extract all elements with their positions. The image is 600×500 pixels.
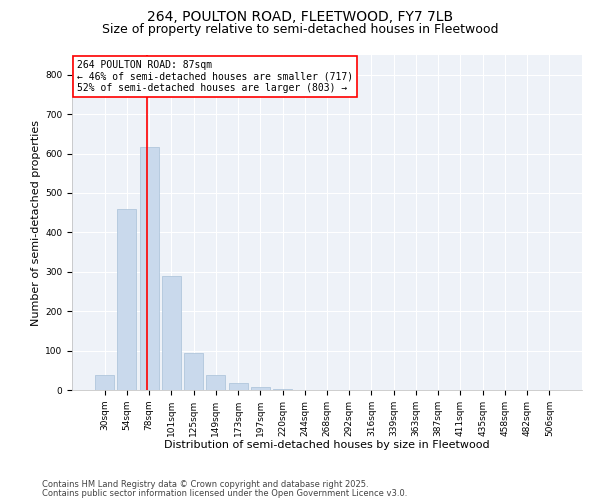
Bar xyxy=(162,276,181,390)
Text: Size of property relative to semi-detached houses in Fleetwood: Size of property relative to semi-detach… xyxy=(102,22,498,36)
Bar xyxy=(95,375,114,390)
Bar xyxy=(273,389,292,390)
Bar xyxy=(118,210,136,390)
Bar xyxy=(140,147,158,390)
Bar xyxy=(206,375,225,390)
Text: 264 POULTON ROAD: 87sqm
← 46% of semi-detached houses are smaller (717)
52% of s: 264 POULTON ROAD: 87sqm ← 46% of semi-de… xyxy=(77,60,353,93)
Text: Contains public sector information licensed under the Open Government Licence v3: Contains public sector information licen… xyxy=(42,488,407,498)
Bar xyxy=(251,387,270,390)
X-axis label: Distribution of semi-detached houses by size in Fleetwood: Distribution of semi-detached houses by … xyxy=(164,440,490,450)
Text: 264, POULTON ROAD, FLEETWOOD, FY7 7LB: 264, POULTON ROAD, FLEETWOOD, FY7 7LB xyxy=(147,10,453,24)
Bar xyxy=(229,383,248,390)
Bar xyxy=(184,352,203,390)
Y-axis label: Number of semi-detached properties: Number of semi-detached properties xyxy=(31,120,41,326)
Text: Contains HM Land Registry data © Crown copyright and database right 2025.: Contains HM Land Registry data © Crown c… xyxy=(42,480,368,489)
